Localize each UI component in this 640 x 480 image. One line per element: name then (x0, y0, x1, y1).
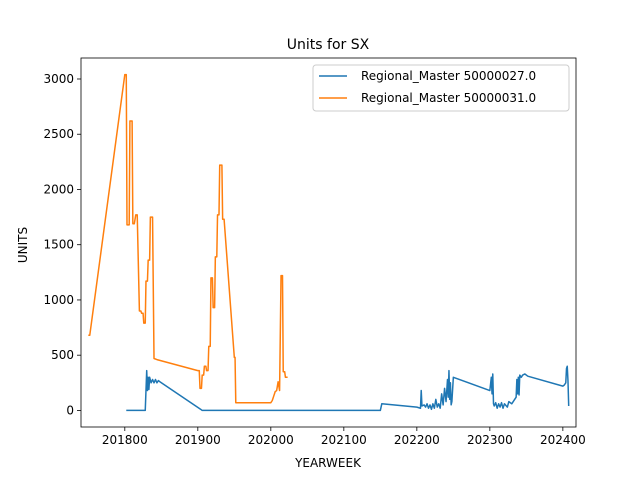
legend-label: Regional_Master 50000027.0 (361, 69, 536, 83)
y-tick-label: 500 (51, 348, 74, 362)
legend-label: Regional_Master 50000031.0 (361, 91, 536, 105)
x-tick-label: 202400 (540, 433, 586, 447)
x-tick-label: 202200 (394, 433, 440, 447)
x-tick-label: 202000 (248, 433, 294, 447)
y-tick-label: 2000 (43, 182, 74, 196)
x-tick-label: 202100 (321, 433, 367, 447)
x-axis-label: YEARWEEK (294, 456, 362, 470)
y-tick-label: 1000 (43, 293, 74, 307)
y-tick-label: 1500 (43, 238, 74, 252)
x-tick-label: 201800 (102, 433, 148, 447)
series-line-1 (88, 73, 288, 404)
series-line-0 (126, 365, 570, 412)
plot-area: 201800 201900 202000 202100 202200 202300 2024… (43, 57, 586, 447)
chart-title: Units for SX (287, 37, 370, 53)
y-tick-label: 0 (66, 403, 74, 417)
legend: Regional_Master 50000027.0 Regional_Maste… (312, 64, 570, 112)
x-tick-label: 202300 (467, 433, 513, 447)
plot-frame (80, 57, 577, 428)
y-tick-label: 2500 (43, 127, 74, 141)
x-tick-label: 201900 (175, 433, 221, 447)
y-tick-label: 3000 (43, 72, 74, 86)
y-axis-label: UNITS (16, 227, 30, 263)
legend-box (312, 64, 570, 112)
